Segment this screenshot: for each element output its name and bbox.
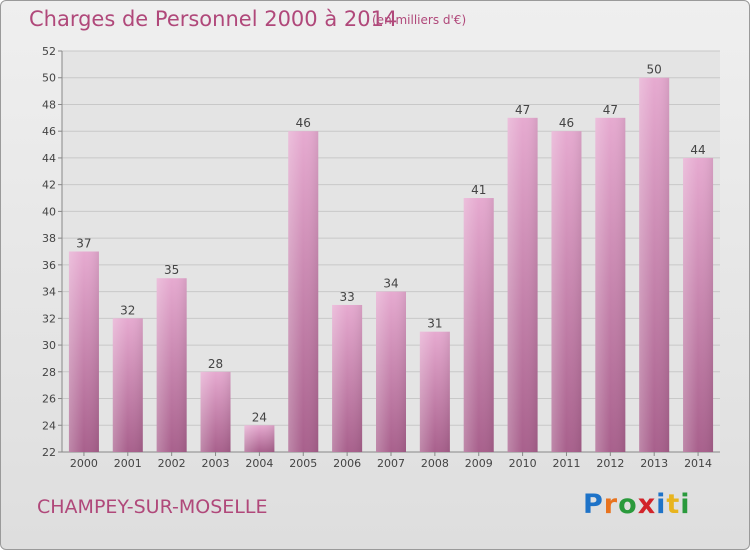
bar-shading bbox=[112, 318, 143, 452]
commune-name: CHAMPEY-SUR-MOSELLE bbox=[37, 496, 268, 518]
y-tick-label: 50 bbox=[42, 72, 56, 85]
proxiti-logo: Proxiti bbox=[583, 489, 691, 520]
y-tick-label: 24 bbox=[42, 419, 56, 432]
x-tick-label: 2012 bbox=[596, 457, 624, 470]
y-tick-label: 22 bbox=[42, 446, 56, 459]
x-tick-label: 2005 bbox=[289, 457, 317, 470]
logo-letter: i bbox=[656, 489, 667, 520]
x-tick-label: 2003 bbox=[202, 457, 230, 470]
x-tick-label: 2014 bbox=[684, 457, 712, 470]
logo-letter: P bbox=[583, 489, 604, 520]
x-tick-label: 2008 bbox=[421, 457, 449, 470]
bar-shading bbox=[595, 117, 626, 452]
bar-shading bbox=[244, 425, 275, 452]
bar-shading bbox=[551, 131, 582, 452]
value-label: 31 bbox=[427, 317, 442, 331]
bar-shading bbox=[200, 371, 231, 452]
value-label: 47 bbox=[515, 103, 530, 117]
value-label: 24 bbox=[252, 410, 267, 424]
value-label: 46 bbox=[296, 116, 311, 130]
y-tick-label: 44 bbox=[42, 152, 56, 165]
value-label: 34 bbox=[383, 277, 398, 291]
value-label: 44 bbox=[690, 143, 705, 157]
y-tick-label: 32 bbox=[42, 312, 56, 325]
x-tick-label: 2010 bbox=[509, 457, 537, 470]
bar-shading bbox=[419, 331, 450, 452]
x-tick-label: 2006 bbox=[333, 457, 361, 470]
x-tick-label: 2001 bbox=[114, 457, 142, 470]
y-tick-label: 30 bbox=[42, 339, 56, 352]
value-label: 47 bbox=[603, 103, 618, 117]
bar-shading bbox=[376, 291, 406, 452]
y-tick-label: 36 bbox=[42, 259, 56, 272]
value-label: 33 bbox=[339, 290, 354, 304]
x-tick-label: 2002 bbox=[158, 457, 186, 470]
bar-shading bbox=[332, 304, 363, 452]
y-tick-label: 40 bbox=[42, 205, 56, 218]
y-tick-label: 34 bbox=[42, 286, 56, 299]
y-tick-label: 52 bbox=[42, 45, 56, 58]
logo-letter: t bbox=[666, 489, 681, 520]
logo-letter: r bbox=[603, 489, 619, 520]
y-tick-label: 46 bbox=[42, 125, 56, 138]
value-label: 46 bbox=[559, 116, 574, 130]
bar-shading bbox=[507, 117, 538, 452]
x-tick-label: 2000 bbox=[70, 457, 98, 470]
x-tick-label: 2004 bbox=[245, 457, 273, 470]
logo-letter: o bbox=[618, 489, 638, 520]
logo-letter: x bbox=[637, 489, 657, 520]
chart-title: Charges de Personnel 2000 à 2014 bbox=[29, 7, 398, 31]
y-tick-label: 28 bbox=[42, 366, 56, 379]
bar-shading bbox=[68, 251, 99, 452]
y-tick-label: 26 bbox=[42, 393, 56, 406]
bar-shading bbox=[683, 157, 714, 452]
value-label: 32 bbox=[120, 303, 135, 317]
value-label: 37 bbox=[76, 237, 91, 251]
x-tick-label: 2011 bbox=[552, 457, 580, 470]
value-label: 41 bbox=[471, 183, 486, 197]
value-label: 50 bbox=[647, 63, 662, 77]
bar-shading bbox=[639, 77, 670, 452]
bar-shading bbox=[463, 198, 494, 452]
x-tick-label: 2009 bbox=[465, 457, 493, 470]
y-tick-label: 48 bbox=[42, 98, 56, 111]
bar-shading bbox=[156, 278, 187, 452]
x-tick-label: 2007 bbox=[377, 457, 405, 470]
y-tick-label: 42 bbox=[42, 179, 56, 192]
y-tick-label: 38 bbox=[42, 232, 56, 245]
bar-shading bbox=[288, 131, 319, 452]
value-label: 35 bbox=[164, 263, 179, 277]
logo-letter: i bbox=[680, 489, 691, 520]
value-label: 28 bbox=[208, 357, 223, 371]
unit-note: (en milliers d'€) bbox=[372, 13, 467, 27]
x-tick-label: 2013 bbox=[640, 457, 668, 470]
